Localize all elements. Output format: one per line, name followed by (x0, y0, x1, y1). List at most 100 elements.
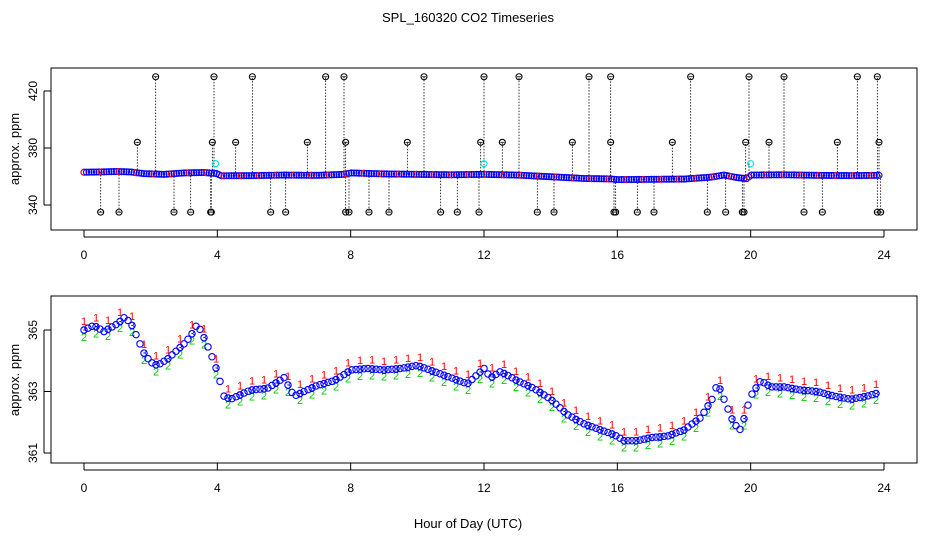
bottom-series-marker: 1 (837, 383, 843, 395)
bottom-series-point (660, 432, 668, 441)
top-baseline-point (520, 171, 528, 179)
top-baseline-point (270, 171, 278, 179)
top-x-tick-label: 24 (877, 248, 891, 262)
top-baseline-point (117, 168, 126, 176)
bottom-series-marker: 2 (657, 439, 663, 451)
bottom-series-marker: 3 (285, 380, 291, 392)
bottom-series-marker: 3 (489, 372, 495, 384)
top-baseline-point (715, 172, 723, 180)
top-baseline-point (322, 171, 331, 179)
top-y-tick-label: 420 (26, 81, 40, 101)
top-baseline-point (555, 173, 563, 181)
bottom-series-point (292, 391, 300, 399)
bottom-series-point (524, 381, 532, 390)
bottom-series-point (832, 392, 840, 401)
bottom-series-point (736, 425, 744, 434)
top-baseline-point (425, 170, 433, 179)
bottom-series-point (252, 385, 260, 394)
top-baseline-point (830, 171, 838, 180)
bottom-series-marker: 2 (861, 398, 867, 410)
top-high-outlier-point (873, 73, 881, 81)
bottom-series-marker: 2 (549, 402, 555, 414)
top-low-outlier-point (722, 208, 730, 216)
bottom-series-point (868, 390, 876, 399)
top-baseline-point (810, 171, 818, 179)
bottom-series-marker: 3 (861, 392, 867, 404)
top-baseline-point (542, 173, 551, 181)
top-low-outlier-point (207, 208, 215, 216)
bottom-series-marker: 1 (669, 420, 675, 432)
bottom-series-marker: 3 (189, 329, 195, 341)
top-baseline-point (427, 170, 436, 179)
bottom-series-marker: 2 (537, 394, 543, 406)
bottom-series-point (756, 378, 764, 386)
top-x-tick-label: 20 (744, 248, 758, 262)
top-baseline-point (600, 175, 608, 183)
bottom-series-marker: 2 (213, 370, 219, 382)
top-baseline-point (107, 168, 116, 176)
top-baseline-point (227, 172, 236, 180)
top-baseline-point-red (167, 170, 176, 178)
bottom-series-point (296, 389, 304, 398)
top-y-tick-label: 340 (26, 195, 40, 215)
bottom-series-marker: 3 (333, 375, 339, 387)
bottom-series-marker: 2 (453, 381, 459, 393)
top-baseline-point (557, 173, 566, 181)
bottom-series-point (572, 415, 580, 424)
top-baseline-point-red (360, 169, 368, 177)
top-baseline-point (872, 171, 881, 179)
bottom-series-point (432, 368, 440, 377)
top-baseline-point (460, 171, 468, 179)
bottom-series-point (504, 371, 512, 380)
bottom-x-tick-label: 16 (611, 481, 625, 495)
bottom-series-point (96, 325, 104, 333)
bottom-series-point (576, 417, 584, 426)
top-mid-outlier-point (568, 138, 576, 146)
top-baseline-point (547, 173, 556, 181)
top-baseline-point-red (97, 168, 106, 176)
top-baseline-point (767, 171, 776, 179)
bottom-series-marker: 2 (93, 328, 99, 340)
top-baseline-point-red (622, 176, 631, 184)
top-baseline-point (677, 175, 686, 183)
top-baseline-point (812, 171, 821, 179)
bottom-series-point (440, 371, 448, 379)
top-baseline-point (390, 170, 398, 178)
top-baseline-point (142, 170, 151, 178)
bottom-series-marker: 3 (669, 429, 675, 441)
top-high-outlier-point (210, 73, 218, 81)
top-baseline-point (125, 168, 133, 176)
bottom-series-point (808, 387, 816, 395)
bottom-series-marker: 1 (369, 355, 375, 367)
bottom-series-marker: 3 (213, 363, 219, 375)
bottom-series-point (204, 343, 212, 351)
top-baseline-point-red (132, 169, 141, 177)
top-baseline-point (467, 170, 476, 179)
bottom-series-marker: 1 (501, 359, 507, 371)
top-baseline-point (685, 175, 693, 183)
bottom-series-point (512, 376, 520, 384)
bottom-series-marker: 2 (561, 413, 567, 425)
bottom-series-point (80, 326, 88, 334)
bottom-series-marker: 1 (201, 323, 207, 335)
top-baseline-point-red (465, 171, 473, 179)
bottom-series-marker: 3 (609, 429, 615, 441)
top-baseline-point-red (430, 171, 438, 179)
bottom-series-marker: 2 (765, 387, 771, 399)
top-baseline-point (110, 168, 118, 176)
top-baseline-point (372, 170, 381, 178)
bottom-series-marker: 3 (177, 343, 183, 355)
top-baseline-point (305, 171, 313, 179)
bottom-series-marker: 2 (813, 393, 819, 405)
top-high-outlier-point (585, 73, 593, 81)
bottom-series-marker: 1 (453, 365, 459, 377)
bottom-series-point (352, 365, 360, 374)
top-low-outlier-point (97, 208, 105, 216)
bottom-series-point (216, 377, 224, 386)
bottom-series-point (664, 432, 672, 440)
bottom-series-marker: 3 (393, 364, 399, 376)
top-baseline-point (415, 170, 423, 178)
top-x-tick-label: 0 (81, 248, 88, 262)
bottom-series-point (92, 322, 100, 331)
